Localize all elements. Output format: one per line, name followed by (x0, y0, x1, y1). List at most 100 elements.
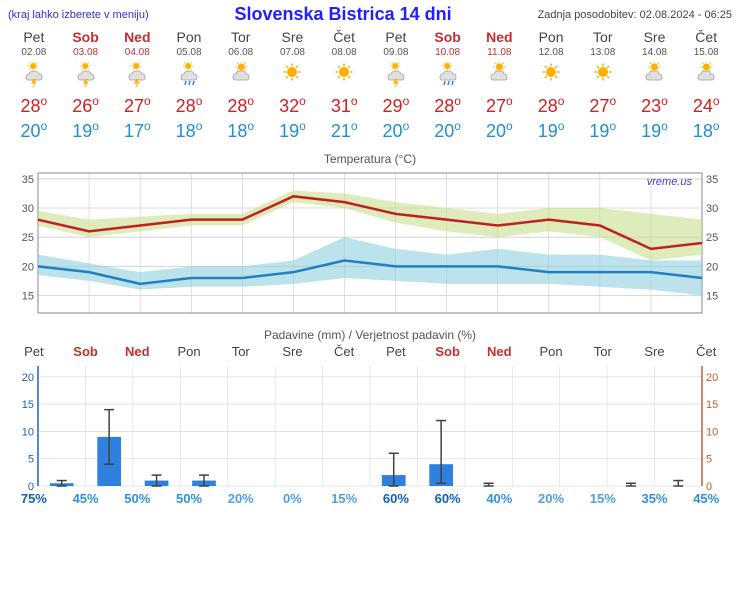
day-abbr: Čet (318, 29, 370, 45)
temp-low: 20o (473, 119, 525, 142)
day-date-row: 02.0803.0804.0805.0806.0807.0808.0809.08… (8, 47, 732, 58)
svg-text:5: 5 (706, 454, 712, 466)
day-abbr: Pon (163, 29, 215, 45)
precip-percent: 20% (215, 491, 267, 506)
day-abbr: Sre (629, 29, 681, 45)
day-abbr-row: PetSobNedPonTorSreČetPetSobNedPonTorSreČ… (8, 29, 732, 45)
weather-icon (318, 60, 370, 92)
day-date: 05.08 (163, 47, 215, 58)
updated-stamp: Zadnja posodobitev: 02.08.2024 - 06:25 (538, 9, 733, 21)
day-abbr: Čet (680, 29, 732, 45)
temp-high: 32o (267, 94, 319, 117)
svg-text:15: 15 (22, 291, 34, 303)
watermark: vreme.us (647, 176, 692, 188)
weather-icon (422, 60, 474, 92)
svg-text:20: 20 (22, 372, 34, 384)
precip-day-row: PetSobNedPonTorSreČetPetSobNedPonTorSreČ… (8, 344, 732, 359)
day-date: 08.08 (318, 47, 370, 58)
precip-day-abbr: Sre (629, 344, 681, 359)
precip-percent: 40% (473, 491, 525, 506)
temp-high: 31o (318, 94, 370, 117)
day-abbr: Sob (422, 29, 474, 45)
temp-high: 28o (215, 94, 267, 117)
weather-icon (525, 60, 577, 92)
precip-day-abbr: Sob (60, 344, 112, 359)
day-date: 12.08 (525, 47, 577, 58)
day-date: 06.08 (215, 47, 267, 58)
day-abbr: Ned (473, 29, 525, 45)
temp-high: 27o (111, 94, 163, 117)
temp-chart-title: Temperatura (°C) (8, 152, 732, 166)
day-date: 10.08 (422, 47, 474, 58)
temp-low: 18o (215, 119, 267, 142)
svg-text:25: 25 (22, 232, 34, 244)
temp-low: 20o (422, 119, 474, 142)
temp-high: 29o (370, 94, 422, 117)
day-date: 04.08 (111, 47, 163, 58)
precip-percent: 60% (422, 491, 474, 506)
precip-percent: 20% (525, 491, 577, 506)
day-date: 15.08 (680, 47, 732, 58)
temp-high: 28o (422, 94, 474, 117)
precip-chart-title: Padavine (mm) / Verjetnost padavin (%) (8, 328, 732, 342)
day-date: 03.08 (60, 47, 112, 58)
precip-percent: 35% (629, 491, 681, 506)
weather-icon (215, 60, 267, 92)
weather-icon (8, 60, 60, 92)
svg-text:30: 30 (706, 203, 718, 215)
day-abbr: Pet (8, 29, 60, 45)
svg-text:20: 20 (706, 261, 718, 273)
day-abbr: Sob (60, 29, 112, 45)
weather-icon (629, 60, 681, 92)
temp-high: 24o (680, 94, 732, 117)
day-high-row: 28o26o27o28o28o32o31o29o28o27o28o27o23o2… (8, 94, 732, 117)
svg-text:20: 20 (706, 372, 718, 384)
temp-low: 20o (8, 119, 60, 142)
precip-pct-row: 75%45%50%50%20%0%15%60%60%40%20%15%35%45… (8, 491, 732, 506)
weather-icon (111, 60, 163, 92)
temp-low: 18o (680, 119, 732, 142)
menu-hint: (kraj lahko izberete v meniju) (8, 9, 149, 21)
svg-text:35: 35 (706, 174, 718, 186)
precip-day-abbr: Čet (680, 344, 732, 359)
temp-high: 28o (163, 94, 215, 117)
precip-day-abbr: Sob (422, 344, 474, 359)
precip-percent: 60% (370, 491, 422, 506)
precip-percent: 15% (318, 491, 370, 506)
temp-high: 28o (8, 94, 60, 117)
weather-icon (680, 60, 732, 92)
precip-day-abbr: Pon (163, 344, 215, 359)
temp-low: 19o (577, 119, 629, 142)
weather-icon (163, 60, 215, 92)
precip-day-abbr: Pet (8, 344, 60, 359)
temp-low: 20o (370, 119, 422, 142)
temp-high: 27o (473, 94, 525, 117)
svg-text:5: 5 (28, 454, 34, 466)
svg-text:10: 10 (706, 426, 718, 438)
day-icon-row (8, 60, 732, 92)
day-date: 02.08 (8, 47, 60, 58)
svg-text:15: 15 (22, 399, 34, 411)
day-date: 07.08 (267, 47, 319, 58)
temp-low: 19o (525, 119, 577, 142)
svg-text:25: 25 (706, 232, 718, 244)
precip-percent: 45% (60, 491, 112, 506)
temp-low: 18o (163, 119, 215, 142)
day-abbr: Pon (525, 29, 577, 45)
precip-percent: 15% (577, 491, 629, 506)
precip-day-abbr: Pon (525, 344, 577, 359)
page-title: Slovenska Bistrica 14 dni (149, 4, 538, 25)
temp-high: 23o (629, 94, 681, 117)
temp-low: 19o (629, 119, 681, 142)
precip-day-abbr: Tor (215, 344, 267, 359)
svg-text:20: 20 (22, 261, 34, 273)
precip-percent: 0% (267, 491, 319, 506)
precip-day-abbr: Ned (111, 344, 163, 359)
day-abbr: Tor (577, 29, 629, 45)
svg-text:0: 0 (706, 481, 712, 491)
temp-high: 26o (60, 94, 112, 117)
precip-percent: 50% (111, 491, 163, 506)
precip-percent: 75% (8, 491, 60, 506)
precip-day-abbr: Ned (473, 344, 525, 359)
svg-text:0: 0 (28, 481, 34, 491)
